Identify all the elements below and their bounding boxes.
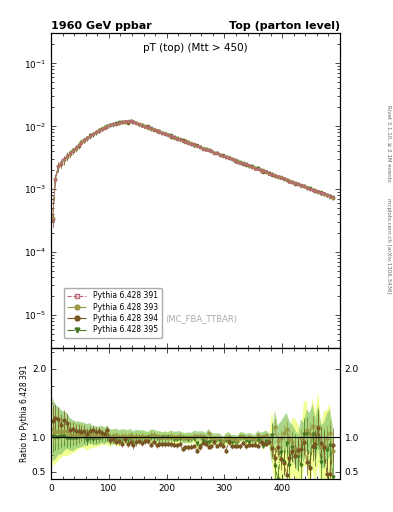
Legend: Pythia 6.428 391, Pythia 6.428 393, Pythia 6.428 394, Pythia 6.428 395: Pythia 6.428 391, Pythia 6.428 393, Pyth… <box>64 288 162 338</box>
Text: 1960 GeV ppbar: 1960 GeV ppbar <box>51 20 152 31</box>
Text: mcplots.cern.ch [arXiv:1306.3436]: mcplots.cern.ch [arXiv:1306.3436] <box>386 198 391 293</box>
Text: (MC_FBA_TTBAR): (MC_FBA_TTBAR) <box>165 314 237 323</box>
Polygon shape <box>53 392 333 512</box>
Y-axis label: Ratio to Pythia 6.428 391: Ratio to Pythia 6.428 391 <box>20 365 29 462</box>
Polygon shape <box>53 397 333 475</box>
Text: pT (top) (Mtt > 450): pT (top) (Mtt > 450) <box>143 42 248 53</box>
Text: Rivet 3.1.10, ≥ 2.1M events: Rivet 3.1.10, ≥ 2.1M events <box>386 105 391 182</box>
Text: Top (parton level): Top (parton level) <box>229 20 340 31</box>
